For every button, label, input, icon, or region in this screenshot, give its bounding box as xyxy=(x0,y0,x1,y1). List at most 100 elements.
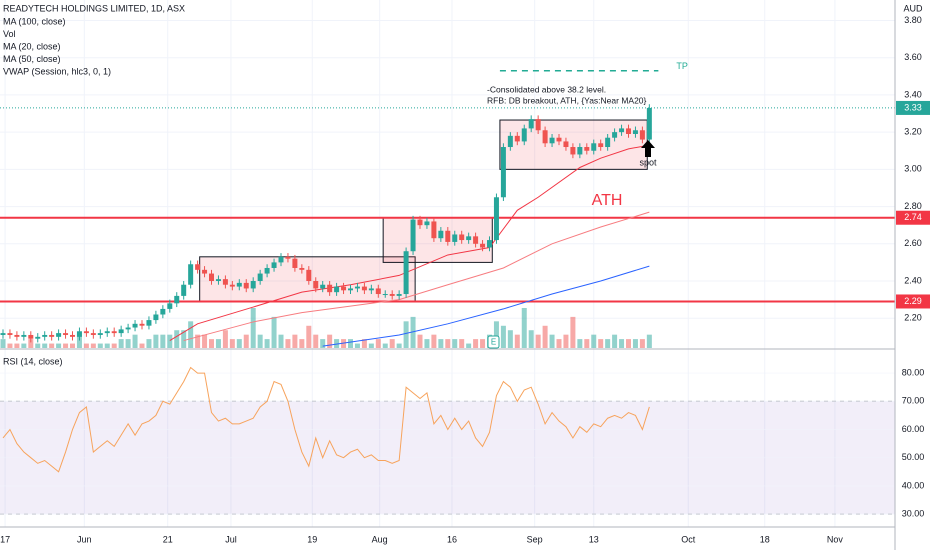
volume-bar xyxy=(452,339,458,348)
volume-bar xyxy=(480,339,486,348)
candle-body xyxy=(35,336,41,339)
candle-body xyxy=(257,273,263,282)
candle-body xyxy=(7,333,13,335)
volume-bar xyxy=(500,325,506,348)
volume-bar xyxy=(83,343,89,348)
candle-body xyxy=(209,273,214,282)
volume-bar xyxy=(299,339,305,348)
candle-body xyxy=(403,251,409,295)
volume-bar xyxy=(229,339,235,348)
arrow xyxy=(641,140,655,157)
candle-body xyxy=(514,135,520,142)
volume-bar xyxy=(403,321,409,348)
x-tick-label: Oct xyxy=(681,534,696,544)
candle-body xyxy=(431,221,437,239)
candle-body xyxy=(507,135,513,148)
candle-body xyxy=(466,236,472,241)
candle-body xyxy=(160,308,166,315)
volume-bar xyxy=(174,330,180,348)
candle-body xyxy=(487,240,492,248)
volume-bar xyxy=(153,334,159,348)
volume-bar xyxy=(250,308,256,348)
candle-body xyxy=(70,334,75,337)
candle-body xyxy=(153,314,159,321)
volume-bar xyxy=(473,339,479,348)
volume-bar xyxy=(368,343,374,348)
level-tag xyxy=(896,294,930,309)
candle-body xyxy=(598,143,604,148)
volume-bar xyxy=(104,343,110,348)
candle-body xyxy=(396,294,402,296)
volume-bar xyxy=(584,339,590,348)
volume-bar xyxy=(271,316,277,348)
candle-body xyxy=(285,256,291,259)
spot-label: spot xyxy=(639,157,657,167)
volume-bar xyxy=(354,343,360,348)
volume-bar xyxy=(431,334,437,348)
candle-body xyxy=(202,269,208,274)
candle-body xyxy=(271,262,277,268)
candle-body xyxy=(195,264,201,270)
volume-bar xyxy=(626,339,631,348)
volume-bar xyxy=(56,343,62,348)
annotation: RFB: DB breakout, ATH, {Yas:Near MA20} xyxy=(487,95,647,105)
target-label: TP xyxy=(676,61,688,71)
volume-bar xyxy=(146,339,152,348)
volume-bar xyxy=(292,334,298,348)
volume-bar xyxy=(0,339,6,348)
candle-body xyxy=(188,264,194,285)
volume-bar xyxy=(278,334,284,348)
volume-bar xyxy=(139,343,145,348)
volume-bar xyxy=(577,339,583,348)
volume-bar xyxy=(42,343,48,348)
volume-bar xyxy=(619,339,625,348)
candle-body xyxy=(612,132,618,138)
volume-bar xyxy=(410,316,416,348)
y-tick-label: 70.00 xyxy=(902,396,925,406)
currency: AUD xyxy=(903,3,923,13)
candle-body xyxy=(570,147,576,155)
volume-bar xyxy=(7,343,13,348)
candle-body xyxy=(229,284,235,287)
candle-body xyxy=(577,147,583,155)
volume-bar xyxy=(132,334,138,348)
candle-body xyxy=(542,130,548,144)
volume-bar xyxy=(202,334,208,348)
volume-bar xyxy=(28,339,34,348)
volume-bar xyxy=(361,339,367,348)
volume-bar xyxy=(424,339,430,348)
volume-bar xyxy=(63,343,69,348)
price-pane: TP -Consolidated above 38.2 level.RFB: DB… xyxy=(0,61,895,349)
candle-body xyxy=(104,331,110,334)
candle-body xyxy=(28,334,34,339)
candle-body xyxy=(473,236,479,244)
level-label: 2.74 xyxy=(904,212,922,222)
volume-bar xyxy=(334,339,340,348)
x-tick-label: Nov xyxy=(827,534,844,544)
volume-bar xyxy=(209,339,214,348)
y-tick-label: 50.00 xyxy=(902,452,925,462)
axis-labels: 2.20 2.40 2.60 2.80 3.00 3.20 3.40 3.60 3.80 17 Ju… xyxy=(0,15,930,544)
volume-bar xyxy=(111,343,117,348)
volume-bar xyxy=(396,343,402,348)
range-box xyxy=(499,119,648,170)
volume-bar xyxy=(243,334,249,348)
earnings-label: E xyxy=(491,338,496,347)
volume-bar xyxy=(195,334,201,348)
candle-body xyxy=(556,137,562,142)
candle-body xyxy=(549,137,555,144)
candle-body xyxy=(139,323,145,326)
candle-body xyxy=(299,267,305,270)
volume-bar xyxy=(591,334,597,348)
volume-bar xyxy=(320,339,326,348)
volume-bar xyxy=(49,343,55,348)
candle-body xyxy=(591,143,597,151)
candle-body xyxy=(459,234,465,241)
volume-bar xyxy=(459,339,465,348)
legend-entry: MA (50, close) xyxy=(3,54,61,64)
candle-body xyxy=(56,333,62,337)
x-tick-label: 19 xyxy=(307,534,317,544)
candle-body xyxy=(327,284,333,293)
